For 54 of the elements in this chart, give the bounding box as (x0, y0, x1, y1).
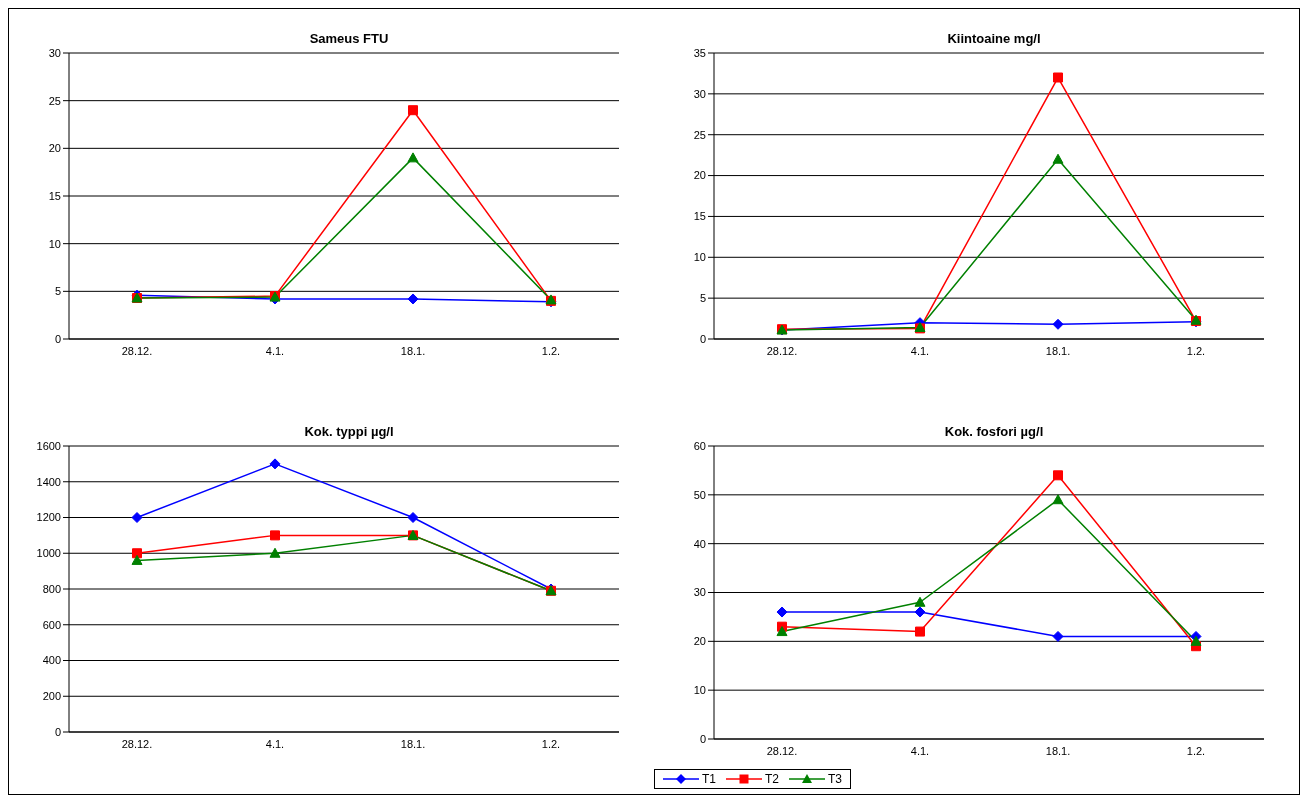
y-tick-label: 30 (693, 87, 706, 100)
x-tick-label: 1.2. (541, 737, 561, 750)
y-tick-label: 50 (693, 488, 706, 501)
y-tick-label: 200 (42, 689, 61, 702)
y-tick-label: 30 (48, 46, 61, 59)
y-tick-label: 10 (693, 251, 706, 264)
x-tick-label: 18.1. (400, 737, 426, 750)
x-tick-label: 18.1. (400, 344, 426, 357)
y-tick-label: 60 (693, 439, 706, 452)
x-tick-label: 28.12. (766, 344, 798, 357)
y-tick-label: 0 (699, 332, 706, 345)
y-tick-label: 10 (693, 683, 706, 696)
y-tick-label: 25 (48, 94, 61, 107)
x-tick-label: 18.1. (1045, 344, 1071, 357)
y-tick-label: 15 (693, 210, 706, 223)
y-tick-label: 600 (42, 618, 61, 631)
x-tick-label: 1.2. (541, 344, 561, 357)
legend-label: T2 (765, 771, 780, 786)
x-tick-label: 4.1. (910, 344, 930, 357)
chart-title: Kok. fosfori µg/l (944, 423, 1044, 439)
x-tick-label: 4.1. (265, 344, 285, 357)
x-tick-label: 4.1. (265, 737, 285, 750)
x-tick-label: 1.2. (1186, 744, 1206, 757)
y-tick-label: 20 (693, 634, 706, 647)
x-tick-label: 1.2. (1186, 344, 1206, 357)
y-tick-label: 20 (693, 169, 706, 182)
y-tick-label: 30 (693, 585, 706, 598)
y-tick-label: 1000 (36, 546, 61, 559)
y-tick-label: 0 (54, 332, 61, 345)
x-tick-label: 18.1. (1045, 744, 1071, 757)
y-tick-label: 25 (693, 128, 706, 141)
y-tick-label: 1600 (36, 439, 61, 452)
y-tick-label: 1200 (36, 510, 61, 523)
y-tick-label: 10 (48, 237, 61, 250)
y-tick-label: 0 (54, 725, 61, 738)
y-tick-label: 400 (42, 653, 61, 666)
y-tick-label: 35 (693, 46, 706, 59)
chart-title: Kiintoaine mg/l (947, 31, 1041, 46)
y-tick-label: 800 (42, 582, 61, 595)
legend-label: T3 (828, 771, 843, 786)
legend-label: T1 (702, 771, 717, 786)
x-tick-label: 28.12. (121, 344, 153, 357)
y-tick-label: 5 (54, 285, 61, 298)
y-tick-label: 40 (693, 537, 706, 550)
y-tick-label: 20 (48, 142, 61, 155)
y-tick-label: 15 (48, 189, 61, 202)
y-tick-label: 5 (699, 292, 706, 305)
x-tick-label: 4.1. (910, 744, 930, 757)
x-tick-label: 28.12. (121, 737, 153, 750)
chart-title: Kok. typpi µg/l (304, 423, 394, 439)
chart-title: Sameus FTU (309, 31, 389, 46)
y-tick-label: 0 (699, 732, 706, 745)
x-tick-label: 28.12. (766, 744, 798, 757)
y-tick-label: 1400 (36, 475, 61, 488)
